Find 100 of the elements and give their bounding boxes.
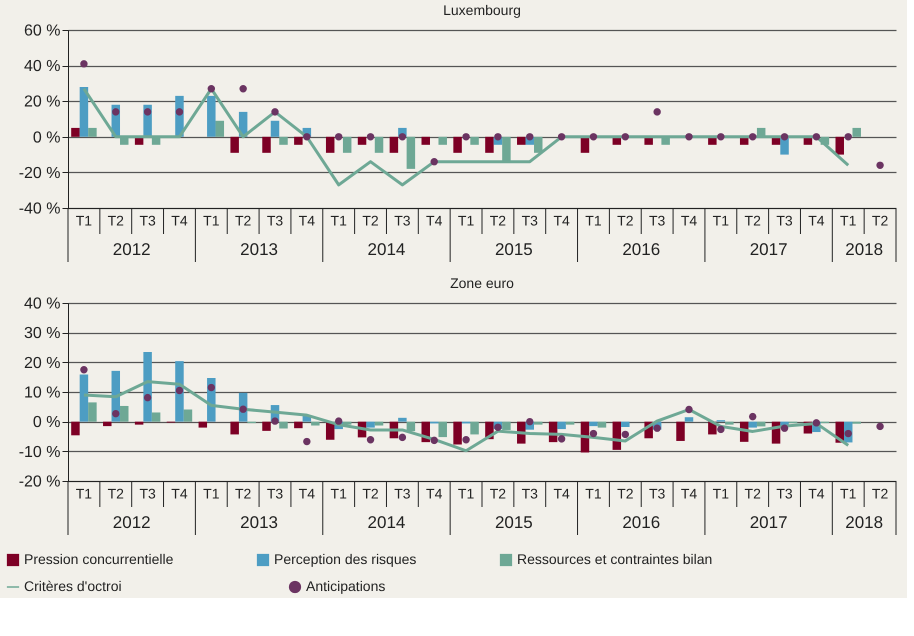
- y-tick-label: 0 %: [32, 129, 60, 146]
- x-tick-label: T4: [298, 486, 316, 502]
- x-tick-label: T4: [171, 486, 188, 502]
- point: [112, 108, 120, 116]
- y-tick-label: 20 %: [24, 94, 60, 111]
- text: 2012: [112, 513, 151, 532]
- text: 2015: [494, 513, 533, 532]
- point: [398, 434, 406, 442]
- x-tick-label: T2: [872, 212, 888, 228]
- point: [717, 426, 725, 434]
- point: [366, 133, 374, 140]
- bar: [374, 422, 384, 426]
- x-tick-label: T4: [426, 486, 443, 502]
- x-tick-label: T2: [108, 486, 124, 502]
- y-tick-label: 0 %: [32, 414, 60, 432]
- bar: [326, 136, 334, 153]
- point: [494, 133, 502, 140]
- bar: [80, 374, 88, 422]
- text: 2017: [750, 513, 788, 532]
- point: [398, 133, 406, 140]
- bar: [342, 136, 352, 153]
- x-tick-label: T4: [171, 212, 188, 228]
- bar: [279, 136, 288, 145]
- bar: [120, 406, 129, 422]
- x-tick-label: T4: [553, 486, 570, 502]
- text: 2017: [750, 240, 788, 259]
- bar: [453, 422, 462, 445]
- x-tick-label: T3: [522, 212, 538, 228]
- bar: [589, 422, 598, 426]
- point: [622, 430, 630, 438]
- bar: [676, 422, 685, 441]
- x-tick-label: T2: [108, 212, 124, 228]
- bar: [684, 417, 694, 422]
- point: [748, 133, 756, 140]
- y-tick-label: -20 %: [18, 474, 60, 490]
- point: [462, 133, 470, 140]
- legend-label: Ressources et contraintes bilan: [517, 551, 712, 567]
- text: 2016: [622, 240, 660, 259]
- y-tick-label: -10 %: [18, 444, 60, 461]
- point: [876, 162, 884, 169]
- bar: [103, 422, 112, 426]
- point: [653, 108, 661, 116]
- text: 2016: [622, 513, 660, 532]
- x-tick-label: T1: [330, 212, 348, 228]
- legend-label: Perception des risques: [274, 551, 416, 567]
- point: [717, 133, 725, 140]
- x-tick-label: T1: [458, 212, 474, 228]
- point: [303, 133, 311, 140]
- bar: [279, 422, 288, 428]
- x-tick-label: T1: [458, 486, 474, 502]
- x-tick-label: T1: [840, 486, 857, 502]
- text: 2014: [368, 240, 406, 259]
- point: [366, 436, 374, 444]
- text: 2015: [494, 240, 533, 259]
- x-tick-label: T1: [76, 212, 92, 228]
- x-tick-label: T1: [712, 486, 730, 502]
- x-tick-label: T3: [648, 212, 666, 228]
- legend-label: Anticipations: [306, 578, 386, 594]
- point: [558, 133, 566, 140]
- bar: [398, 418, 407, 422]
- bar: [374, 136, 384, 153]
- x-tick-label: T4: [808, 486, 825, 502]
- bar: [621, 422, 630, 428]
- x-tick-label: T4: [298, 212, 316, 228]
- bar: [421, 136, 430, 145]
- bar: [406, 422, 416, 432]
- text: 2018: [845, 240, 884, 259]
- point: [430, 158, 438, 166]
- point: [558, 435, 566, 443]
- bar: [207, 96, 216, 137]
- legend-label: Critères d'octroi: [24, 578, 122, 594]
- x-tick-label: T3: [394, 486, 411, 502]
- bar: [470, 422, 479, 434]
- x-tick-label: T4: [680, 486, 698, 502]
- point: [334, 133, 342, 140]
- point: [208, 85, 216, 92]
- bar: [230, 422, 239, 434]
- bar: [517, 136, 526, 145]
- bar: [438, 136, 447, 145]
- x-tick-label: T3: [776, 212, 793, 228]
- bar: [725, 422, 734, 425]
- point: [144, 394, 152, 402]
- point: [462, 436, 470, 444]
- bar: [152, 412, 160, 422]
- x-tick-label: T2: [490, 486, 506, 502]
- x-tick-label: T1: [840, 212, 857, 228]
- bar: [294, 136, 303, 145]
- bar: [80, 86, 88, 137]
- bar: [198, 422, 208, 428]
- text: 2013: [240, 240, 278, 259]
- x-tick-label: T2: [234, 212, 252, 228]
- bar: [342, 422, 352, 425]
- x-tick-label: T2: [744, 486, 762, 502]
- x-tick-label: T4: [680, 212, 698, 228]
- bar: [71, 128, 80, 137]
- point: [590, 430, 598, 438]
- x-tick-label: T2: [490, 212, 506, 228]
- point: [208, 384, 216, 392]
- bar: [88, 402, 97, 422]
- bar: [835, 136, 844, 155]
